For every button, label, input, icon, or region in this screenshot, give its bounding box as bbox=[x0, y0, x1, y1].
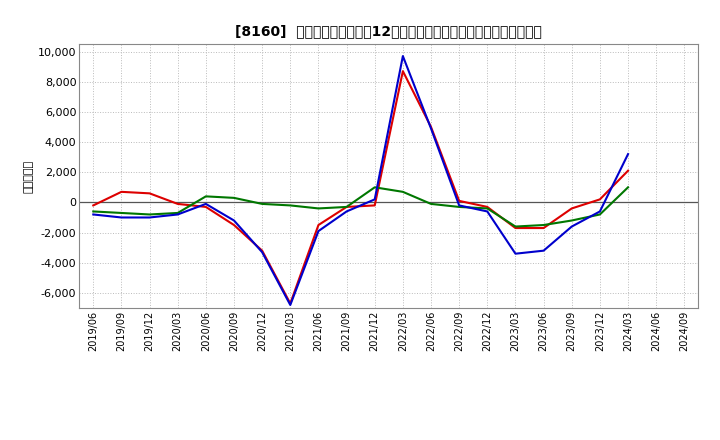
投資CF bbox=[202, 194, 210, 199]
営業CF bbox=[483, 204, 492, 209]
投資CF bbox=[145, 212, 154, 217]
営業CF bbox=[230, 222, 238, 227]
フリーCF bbox=[370, 197, 379, 202]
営業CF bbox=[399, 69, 408, 74]
Line: 営業CF: 営業CF bbox=[94, 71, 628, 304]
フリーCF bbox=[483, 209, 492, 214]
フリーCF bbox=[455, 203, 464, 208]
フリーCF bbox=[567, 224, 576, 229]
投資CF bbox=[342, 204, 351, 209]
フリーCF bbox=[174, 212, 182, 217]
営業CF bbox=[427, 125, 436, 130]
フリーCF bbox=[539, 248, 548, 253]
投資CF bbox=[370, 185, 379, 190]
フリーCF bbox=[342, 209, 351, 214]
フリーCF bbox=[595, 209, 604, 214]
営業CF bbox=[624, 168, 632, 173]
営業CF bbox=[117, 189, 126, 194]
営業CF bbox=[370, 203, 379, 208]
営業CF bbox=[89, 203, 98, 208]
フリーCF bbox=[202, 201, 210, 206]
投資CF bbox=[399, 189, 408, 194]
投資CF bbox=[314, 206, 323, 211]
営業CF bbox=[539, 225, 548, 231]
フリーCF bbox=[399, 53, 408, 59]
投資CF bbox=[427, 201, 436, 206]
投資CF bbox=[258, 201, 266, 206]
Title: [8160]  キャッシュフローの12か月移動合計の対前年同期増減額の推移: [8160] キャッシュフローの12か月移動合計の対前年同期増減額の推移 bbox=[235, 25, 542, 39]
営業CF bbox=[145, 191, 154, 196]
フリーCF bbox=[511, 251, 520, 257]
Line: 投資CF: 投資CF bbox=[94, 187, 628, 227]
投資CF bbox=[624, 185, 632, 190]
営業CF bbox=[286, 301, 294, 306]
投資CF bbox=[595, 212, 604, 217]
投資CF bbox=[511, 224, 520, 229]
営業CF bbox=[202, 204, 210, 209]
フリーCF bbox=[314, 228, 323, 234]
営業CF bbox=[595, 197, 604, 202]
フリーCF bbox=[145, 215, 154, 220]
フリーCF bbox=[89, 212, 98, 217]
Line: フリーCF: フリーCF bbox=[94, 56, 628, 305]
営業CF bbox=[174, 201, 182, 206]
フリーCF bbox=[624, 151, 632, 157]
投資CF bbox=[117, 210, 126, 216]
フリーCF bbox=[286, 302, 294, 308]
投資CF bbox=[539, 222, 548, 227]
フリーCF bbox=[117, 215, 126, 220]
投資CF bbox=[174, 210, 182, 216]
営業CF bbox=[567, 206, 576, 211]
営業CF bbox=[258, 248, 266, 253]
営業CF bbox=[314, 222, 323, 227]
投資CF bbox=[567, 218, 576, 223]
投資CF bbox=[286, 203, 294, 208]
投資CF bbox=[89, 209, 98, 214]
Y-axis label: （百万円）: （百万円） bbox=[24, 159, 34, 193]
フリーCF bbox=[258, 249, 266, 255]
投資CF bbox=[455, 204, 464, 209]
投資CF bbox=[483, 206, 492, 211]
営業CF bbox=[342, 204, 351, 209]
営業CF bbox=[511, 225, 520, 231]
投資CF bbox=[230, 195, 238, 201]
フリーCF bbox=[427, 126, 436, 131]
フリーCF bbox=[230, 218, 238, 223]
営業CF bbox=[455, 198, 464, 204]
